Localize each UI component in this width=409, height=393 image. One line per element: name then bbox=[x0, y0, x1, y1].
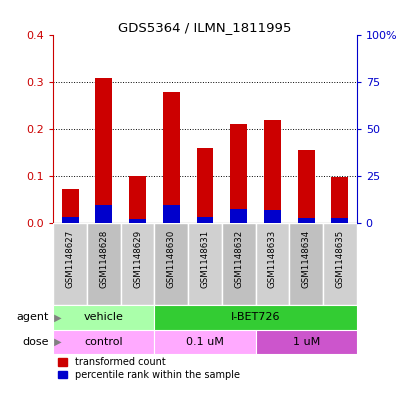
Text: 1 uM: 1 uM bbox=[292, 337, 319, 347]
Bar bbox=[221, 223, 255, 305]
Bar bbox=[53, 305, 154, 330]
Text: dose: dose bbox=[22, 337, 49, 347]
Text: GSM1148634: GSM1148634 bbox=[301, 230, 310, 288]
Bar bbox=[330, 178, 347, 223]
Text: ▶: ▶ bbox=[51, 312, 62, 322]
Bar bbox=[196, 217, 213, 223]
Bar bbox=[129, 219, 146, 223]
Bar bbox=[154, 330, 255, 354]
Bar bbox=[95, 205, 112, 223]
Text: ▶: ▶ bbox=[51, 337, 62, 347]
Bar bbox=[87, 223, 120, 305]
Bar bbox=[289, 223, 322, 305]
Text: vehicle: vehicle bbox=[84, 312, 124, 322]
Bar bbox=[62, 217, 79, 223]
Bar bbox=[120, 223, 154, 305]
Legend: transformed count, percentile rank within the sample: transformed count, percentile rank withi… bbox=[58, 358, 239, 380]
Bar bbox=[129, 176, 146, 223]
Bar bbox=[53, 330, 154, 354]
Text: GSM1148627: GSM1148627 bbox=[65, 230, 74, 288]
Bar bbox=[297, 218, 314, 223]
Bar bbox=[230, 209, 247, 223]
Bar bbox=[196, 148, 213, 223]
Bar bbox=[255, 330, 356, 354]
Bar bbox=[255, 223, 289, 305]
Bar bbox=[297, 150, 314, 223]
Text: GSM1148635: GSM1148635 bbox=[335, 230, 344, 288]
Bar bbox=[322, 223, 356, 305]
Text: I-BET726: I-BET726 bbox=[230, 312, 280, 322]
Text: GSM1148631: GSM1148631 bbox=[200, 230, 209, 288]
Bar bbox=[263, 210, 280, 223]
Title: GDS5364 / ILMN_1811995: GDS5364 / ILMN_1811995 bbox=[118, 21, 291, 34]
Text: GSM1148632: GSM1148632 bbox=[234, 230, 243, 288]
Text: 0.1 uM: 0.1 uM bbox=[186, 337, 223, 347]
Bar bbox=[162, 92, 179, 223]
Text: GSM1148633: GSM1148633 bbox=[267, 230, 276, 288]
Text: agent: agent bbox=[17, 312, 49, 322]
Text: GSM1148630: GSM1148630 bbox=[166, 230, 175, 288]
Text: GSM1148628: GSM1148628 bbox=[99, 230, 108, 288]
Bar bbox=[330, 218, 347, 223]
Bar bbox=[230, 125, 247, 223]
Bar bbox=[154, 305, 356, 330]
Text: GSM1148629: GSM1148629 bbox=[133, 230, 142, 288]
Bar bbox=[162, 205, 179, 223]
Bar bbox=[62, 189, 79, 223]
Text: control: control bbox=[84, 337, 123, 347]
Bar bbox=[154, 223, 188, 305]
Bar bbox=[53, 223, 87, 305]
Bar bbox=[95, 77, 112, 223]
Bar bbox=[263, 120, 280, 223]
Bar bbox=[188, 223, 221, 305]
